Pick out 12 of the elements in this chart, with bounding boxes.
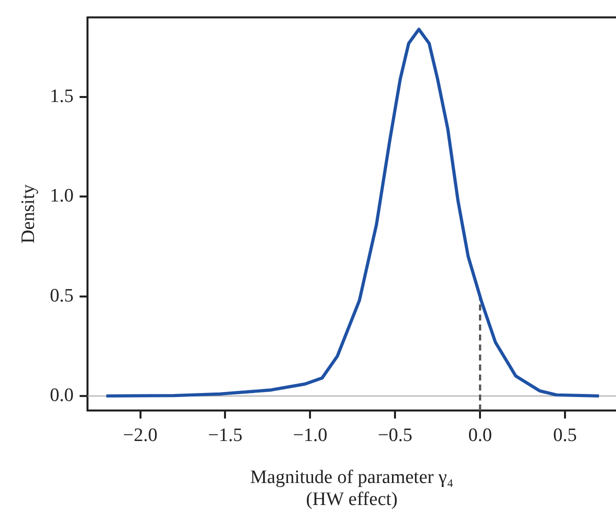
x-axis-title: Magnitude of parameter γ₄ (HW effect): [250, 467, 454, 510]
x-tick-label: −1.0: [292, 424, 328, 446]
y-tick-label: 1.0: [50, 186, 74, 207]
x-tick-label: 0.0: [468, 424, 492, 446]
x-tick-label: −2.0: [123, 424, 158, 446]
x-tick-label: −1.5: [208, 424, 242, 446]
y-tick-label: 0.0: [50, 384, 74, 406]
x-tick-label: 0.5: [553, 424, 577, 446]
y-tick-label: 0.5: [50, 285, 74, 306]
y-tick-label: 1.5: [50, 86, 74, 108]
x-tick-label: −0.5: [378, 424, 412, 446]
y-axis-title: Density: [18, 184, 39, 244]
